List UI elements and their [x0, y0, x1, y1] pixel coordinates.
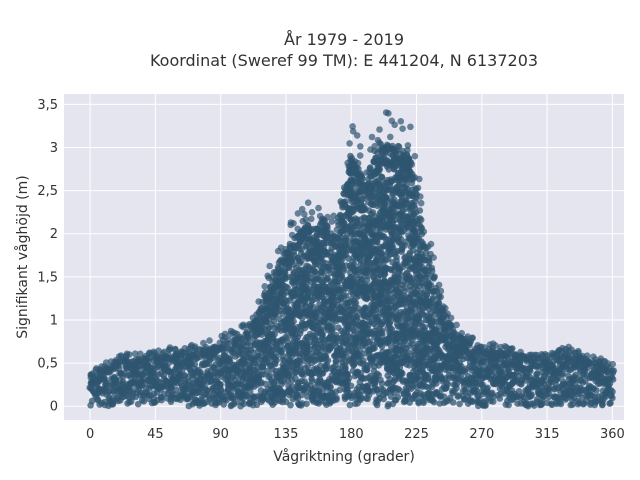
data-point [226, 355, 234, 362]
data-point [378, 329, 386, 337]
data-point [240, 400, 248, 408]
data-point [449, 399, 457, 406]
data-points [86, 109, 618, 410]
data-point [371, 379, 379, 387]
data-point [397, 369, 405, 376]
data-point [417, 216, 425, 224]
data-point [363, 276, 371, 284]
data-point [270, 317, 278, 325]
data-point [271, 330, 279, 338]
data-point [444, 380, 452, 388]
data-point [429, 294, 437, 302]
data-point [430, 398, 438, 406]
data-point [285, 264, 292, 271]
data-point [327, 384, 334, 391]
data-point [257, 380, 265, 387]
data-point [428, 264, 436, 272]
data-point [246, 388, 254, 395]
data-point [324, 357, 332, 364]
data-point [272, 353, 280, 361]
data-point [394, 393, 402, 401]
data-point [287, 401, 294, 409]
data-point [281, 269, 288, 277]
data-point [420, 399, 427, 407]
data-point [345, 374, 353, 382]
data-point [362, 304, 369, 311]
data-point [232, 398, 240, 406]
data-point [223, 396, 230, 404]
data-point [378, 250, 386, 258]
data-point [341, 362, 349, 370]
data-point [127, 398, 135, 405]
data-point [158, 396, 165, 404]
data-point [350, 261, 358, 268]
data-point [347, 382, 355, 390]
data-point [284, 339, 292, 346]
data-point [416, 207, 424, 214]
data-point [528, 391, 535, 398]
data-point [272, 310, 279, 318]
data-point [172, 386, 180, 394]
data-point [88, 397, 96, 405]
data-point [481, 401, 489, 409]
data-point [303, 400, 310, 408]
data-point [191, 360, 199, 368]
data-point [333, 394, 340, 402]
data-point [262, 380, 270, 388]
data-point [332, 358, 340, 365]
data-point [284, 334, 291, 341]
data-point [216, 382, 224, 390]
data-point [401, 288, 408, 295]
data-point [140, 398, 148, 405]
data-point [249, 349, 257, 356]
data-point [412, 197, 419, 205]
data-point [290, 318, 297, 325]
